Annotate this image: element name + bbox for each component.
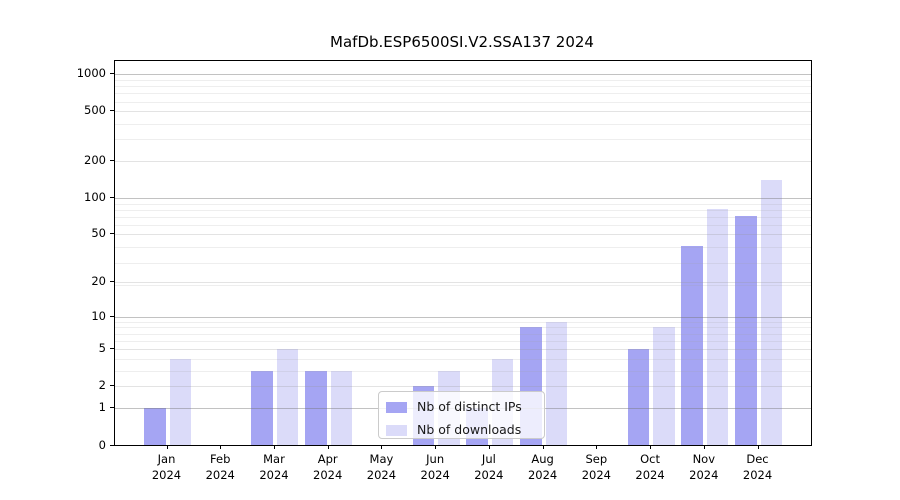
gridline-minor bbox=[115, 93, 811, 95]
gridline-major bbox=[115, 74, 811, 76]
x-tick bbox=[327, 445, 329, 449]
x-tick-label: Jan 2024 bbox=[151, 452, 182, 482]
x-tick bbox=[757, 445, 759, 449]
y-tick-label: 20 bbox=[91, 273, 106, 288]
x-tick bbox=[273, 445, 275, 449]
gridline-mid bbox=[115, 386, 811, 388]
x-tick bbox=[542, 445, 544, 449]
x-tick-label: Oct 2024 bbox=[635, 452, 665, 482]
gridline-minor bbox=[115, 225, 811, 227]
y-tick-label: 1000 bbox=[76, 66, 106, 81]
y-tick-label: 100 bbox=[84, 189, 106, 204]
x-tick-label: Nov 2024 bbox=[689, 452, 719, 482]
gridline-mid bbox=[115, 234, 811, 236]
x-tick-label: Feb 2024 bbox=[205, 452, 235, 482]
gridline-minor bbox=[115, 123, 811, 125]
x-tick bbox=[381, 445, 383, 449]
gridline-minor bbox=[115, 327, 811, 329]
legend-item-downloads: Nb of downloads bbox=[386, 421, 536, 439]
bar-ips-dec bbox=[735, 216, 757, 446]
gridline-mid bbox=[115, 281, 811, 283]
x-tick bbox=[220, 445, 222, 449]
y-tick bbox=[110, 315, 114, 317]
bar-downloads-nov bbox=[706, 209, 729, 446]
x-tick-label: Mar 2024 bbox=[259, 452, 289, 482]
x-tick-label: Aug 2024 bbox=[527, 452, 558, 482]
y-tick bbox=[110, 444, 114, 446]
x-tick bbox=[435, 445, 437, 449]
x-tick bbox=[166, 445, 168, 449]
gridline-minor bbox=[115, 333, 811, 335]
y-tick bbox=[110, 110, 114, 112]
gridline-minor bbox=[115, 340, 811, 342]
y-tick-label: 200 bbox=[84, 152, 106, 167]
legend-label-ips: Nb of distinct IPs bbox=[417, 399, 522, 414]
x-tick-label: Dec 2024 bbox=[742, 452, 773, 482]
y-tick bbox=[110, 385, 114, 387]
gridline-minor bbox=[115, 210, 811, 212]
y-tick bbox=[110, 233, 114, 235]
gridline-minor bbox=[115, 371, 811, 372]
gridline-minor bbox=[115, 203, 811, 205]
bar-downloads-apr bbox=[330, 371, 353, 446]
y-tick bbox=[110, 407, 114, 409]
y-tick bbox=[110, 348, 114, 350]
y-tick bbox=[110, 73, 114, 75]
bar-ips-apr bbox=[305, 371, 327, 446]
bar-ips-nov bbox=[681, 245, 703, 446]
x-tick bbox=[650, 445, 652, 449]
y-tick-label: 0 bbox=[98, 437, 106, 452]
bar-ips-jan bbox=[144, 408, 166, 446]
x-tick-label: May 2024 bbox=[366, 452, 397, 482]
x-tick-label: Sep 2024 bbox=[581, 452, 611, 482]
y-tick-label: 50 bbox=[91, 226, 106, 241]
gridline-minor bbox=[115, 86, 811, 88]
gridline-minor bbox=[115, 79, 811, 81]
gridline-mid bbox=[115, 111, 811, 113]
gridline-major bbox=[115, 197, 811, 199]
legend: Nb of distinct IPs Nb of downloads bbox=[378, 391, 545, 439]
gridline-minor bbox=[115, 139, 811, 140]
bar-downloads-jan bbox=[169, 359, 191, 446]
x-tick bbox=[488, 445, 490, 449]
gridline-mid bbox=[115, 349, 811, 351]
y-tick bbox=[110, 196, 114, 198]
x-tick bbox=[596, 445, 598, 449]
y-tick-label: 5 bbox=[98, 341, 106, 356]
y-tick-label: 500 bbox=[84, 103, 106, 118]
x-tick-label: Apr 2024 bbox=[313, 452, 343, 482]
legend-item-distinct-ips: Nb of distinct IPs bbox=[386, 398, 536, 416]
y-tick-label: 10 bbox=[91, 308, 106, 323]
gridline-major bbox=[115, 316, 811, 318]
gridline-minor bbox=[115, 217, 811, 219]
gridline-minor bbox=[115, 359, 811, 361]
bar-ips-oct bbox=[627, 349, 650, 446]
y-tick bbox=[110, 280, 114, 282]
legend-swatch-downloads bbox=[386, 424, 407, 436]
x-tick-label: Jul 2024 bbox=[474, 452, 504, 482]
gridline-minor bbox=[115, 321, 811, 323]
gridline-minor bbox=[115, 101, 811, 103]
gridline-mid bbox=[115, 160, 811, 162]
bar-downloads-aug bbox=[545, 321, 568, 446]
y-tick-label: 1 bbox=[98, 400, 106, 415]
y-tick bbox=[110, 159, 114, 161]
legend-label-downloads: Nb of downloads bbox=[417, 422, 522, 437]
x-tick-label: Jun 2024 bbox=[420, 452, 450, 482]
gridline-minor bbox=[115, 247, 811, 249]
chart-title: MafDb.ESP6500SI.V2.SSA137 2024 bbox=[330, 33, 594, 51]
y-tick-label: 2 bbox=[98, 378, 106, 393]
gridline-minor bbox=[115, 284, 811, 286]
x-tick bbox=[703, 445, 705, 449]
legend-swatch-ips bbox=[386, 401, 407, 413]
bar-downloads-dec bbox=[760, 179, 783, 446]
bar-downloads-oct bbox=[653, 327, 675, 446]
plot-area bbox=[114, 60, 812, 446]
bar-ips-mar bbox=[251, 371, 273, 446]
bar-downloads-mar bbox=[276, 349, 299, 446]
gridline-minor bbox=[115, 262, 811, 264]
